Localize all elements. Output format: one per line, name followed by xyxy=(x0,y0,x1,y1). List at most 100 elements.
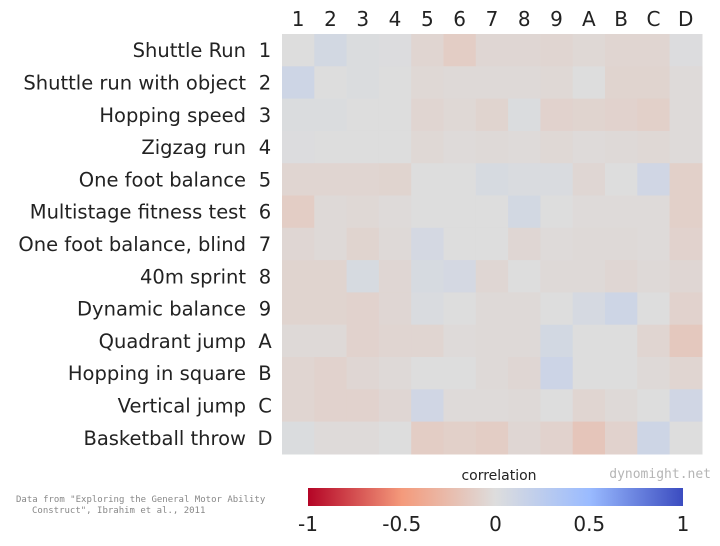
row-label-name: Zigzag run xyxy=(141,136,246,159)
heatmap-cell-r8-c12 xyxy=(637,260,671,293)
heatmap-cell-r7-c7 xyxy=(475,227,509,261)
row-label-code: D xyxy=(257,427,272,450)
heatmap-cell-r8-c7 xyxy=(475,260,509,293)
heatmap-cell-r3-c4 xyxy=(378,98,412,132)
heatmap-cell-r5-c6 xyxy=(443,163,477,197)
heatmap-cell-r7-c13 xyxy=(669,227,703,261)
heatmap-cell-r13-c6 xyxy=(443,421,477,455)
heatmap-cell-r6-c8 xyxy=(508,195,541,229)
heatmap-cell-r2-c3 xyxy=(346,66,380,100)
heatmap-cell-r6-c9 xyxy=(540,195,574,229)
heatmap-cell-r4-c2 xyxy=(314,130,348,164)
colorbar-ticks: -1 -0.5 0 0.5 1 xyxy=(298,512,689,536)
heatmap-cell-r9-c6 xyxy=(443,292,477,326)
heatmap-cell-r8-c6 xyxy=(443,260,477,293)
heatmap-cell-r11-c13 xyxy=(669,357,703,390)
heatmap-cell-r12-c8 xyxy=(508,389,541,423)
heatmap-cell-r4-c6 xyxy=(443,130,477,164)
heatmap-cell-r7-c12 xyxy=(637,227,671,261)
heatmap-cell-r7-c11 xyxy=(605,227,638,261)
heatmap-cell-r10-c9 xyxy=(540,324,574,358)
heatmap-cell-r7-c8 xyxy=(508,227,541,261)
heatmap-cell-r4-c8 xyxy=(508,130,541,164)
colorbar-tick-label: -1 xyxy=(298,512,318,536)
heatmap-cell-r6-c7 xyxy=(475,195,509,229)
heatmap-cell-r3-c2 xyxy=(314,98,348,132)
row-label-code: 1 xyxy=(259,39,271,62)
heatmap-cell-r3-c7 xyxy=(475,98,509,132)
heatmap-cell-r8-c11 xyxy=(605,260,638,293)
heatmap-cell-r11-c1 xyxy=(282,357,315,390)
heatmap-cell-r6-c11 xyxy=(605,195,638,229)
heatmap-cell-r10-c8 xyxy=(508,324,541,358)
heatmap-cell-r6-c6 xyxy=(443,195,477,229)
heatmap-cell-r1-c3 xyxy=(346,34,380,67)
heatmap-cell-r6-c5 xyxy=(411,195,445,229)
heatmap-cell-r3-c13 xyxy=(669,98,703,132)
heatmap-cell-r13-c2 xyxy=(314,421,348,455)
source-note-line-2: Construct", Ibrahim et al., 2011 xyxy=(32,506,205,516)
heatmap-cell-r8-c3 xyxy=(346,260,380,293)
heatmap-cell-r6-c2 xyxy=(314,195,348,229)
heatmap-cell-r9-c4 xyxy=(378,292,412,326)
heatmap-cell-r11-c5 xyxy=(411,357,445,390)
heatmap-cell-r1-c13 xyxy=(669,34,703,67)
column-label-8: 8 xyxy=(518,7,531,31)
heatmap-cell-r2-c8 xyxy=(508,66,541,100)
heatmap-cell-r2-c6 xyxy=(443,66,477,100)
watermark: dynomight.net xyxy=(609,467,711,482)
heatmap-cell-r4-c5 xyxy=(411,130,445,164)
heatmap-cell-r8-c2 xyxy=(314,260,348,293)
heatmap-cell-r6-c10 xyxy=(572,195,606,229)
heatmap-cell-r13-c7 xyxy=(475,421,509,455)
column-label-6: 6 xyxy=(453,7,466,31)
heatmap-cell-r1-c2 xyxy=(314,34,348,67)
heatmap-cell-r1-c12 xyxy=(637,34,671,67)
heatmap-cell-r9-c1 xyxy=(282,292,315,326)
row-label-code: B xyxy=(258,362,271,385)
heatmap-cell-r3-c11 xyxy=(605,98,638,132)
heatmap-cell-r5-c3 xyxy=(346,163,380,197)
heatmap-cell-r11-c12 xyxy=(637,357,671,390)
row-label-name: Hopping speed xyxy=(99,104,246,127)
heatmap-cell-r11-c6 xyxy=(443,357,477,390)
column-label-D: D xyxy=(678,7,693,31)
row-label-name: One foot balance, blind xyxy=(18,233,246,256)
heatmap-cell-r1-c6 xyxy=(443,34,477,67)
heatmap-cell-r8-c9 xyxy=(540,260,574,293)
heatmap-cell-r1-c4 xyxy=(378,34,412,67)
heatmap-cell-r1-c8 xyxy=(508,34,541,67)
heatmap-cell-r2-c10 xyxy=(572,66,606,100)
heatmap-cell-r11-c10 xyxy=(572,357,606,390)
heatmap-cell-r3-c6 xyxy=(443,98,477,132)
heatmap-cell-r10-c12 xyxy=(637,324,671,358)
heatmap-cell-r11-c9 xyxy=(540,357,574,390)
heatmap-cell-r9-c5 xyxy=(411,292,445,326)
row-label-code: A xyxy=(258,330,272,353)
heatmap-cell-r10-c11 xyxy=(605,324,638,358)
row-label-name: 40m sprint xyxy=(140,265,246,288)
heatmap-cell-r5-c13 xyxy=(669,163,703,197)
heatmap-cell-r2-c9 xyxy=(540,66,574,100)
row-label-code: 4 xyxy=(259,136,271,159)
heatmap-cell-r4-c7 xyxy=(475,130,509,164)
heatmap-cell-r5-c12 xyxy=(637,163,671,197)
heatmap-cell-r4-c4 xyxy=(378,130,412,164)
row-label-name: Shuttle run with object xyxy=(23,71,246,94)
heatmap-cell-r2-c2 xyxy=(314,66,348,100)
heatmap-cell-r5-c9 xyxy=(540,163,574,197)
heatmap-cell-r2-c4 xyxy=(378,66,412,100)
heatmap-cell-r1-c7 xyxy=(475,34,509,67)
heatmap-cell-r5-c10 xyxy=(572,163,606,197)
heatmap-cell-r13-c5 xyxy=(411,421,445,455)
heatmap-cell-r9-c12 xyxy=(637,292,671,326)
heatmap-cell-r9-c9 xyxy=(540,292,574,326)
heatmap-cell-r2-c7 xyxy=(475,66,509,100)
heatmap-cell-r8-c1 xyxy=(282,260,315,293)
row-label-code: 8 xyxy=(259,265,271,288)
row-labels: Shuttle Run 1 Shuttle run with object 2 Hopp… xyxy=(18,39,272,450)
heatmap-cell-r6-c13 xyxy=(669,195,703,229)
column-label-3: 3 xyxy=(356,7,369,31)
